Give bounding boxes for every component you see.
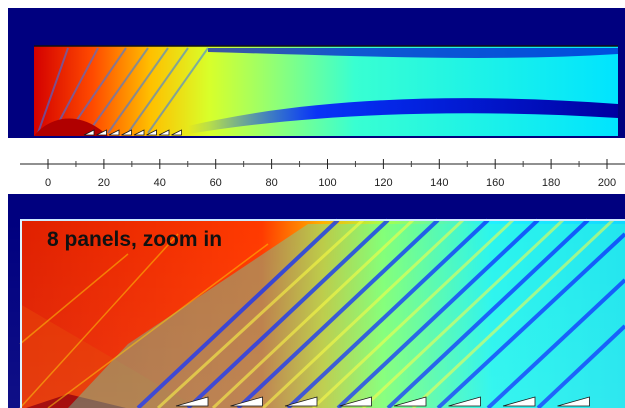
panel-marker: [339, 396, 372, 407]
axis-tick-label: 160: [486, 177, 504, 189]
axis-tick-label: 80: [265, 177, 277, 189]
panel-marker: [146, 129, 157, 136]
axis-tick-label: 40: [154, 177, 166, 189]
panel-marker: [83, 129, 95, 136]
top-field-region: [34, 46, 618, 136]
panel-marker: [284, 396, 318, 407]
panel-marker: [108, 129, 120, 136]
axis-tick-label: 140: [430, 177, 448, 189]
panel-marker: [175, 396, 209, 407]
annotation-label: 8 panels, zoom in: [47, 228, 223, 251]
axis-tick-label: 60: [210, 177, 222, 189]
axis-tick-label: 120: [374, 177, 392, 189]
axis-tick-label: 200: [598, 177, 616, 189]
panel-marker: [393, 396, 427, 407]
panel-marker: [557, 396, 590, 407]
panel-marker: [121, 129, 132, 136]
panel-marker: [96, 129, 107, 136]
panel-marker: [171, 129, 182, 136]
axis-tick-label: 0: [45, 177, 51, 189]
panel-marker: [502, 396, 536, 407]
distance-axis: 0 20 40 60 80 100 120 140 160 180 200: [20, 159, 625, 189]
panel-marker: [230, 396, 263, 407]
zoom-panel-markers: [175, 396, 590, 407]
panel-marker: [133, 129, 145, 136]
panel-marker: [448, 396, 481, 407]
panel-marker: [158, 129, 170, 136]
axis-tick-label: 20: [98, 177, 110, 189]
top-panel-markers: [83, 129, 182, 136]
axis-tick-label: 180: [542, 177, 560, 189]
simulation-zoom: [8, 194, 625, 408]
axis-tick-label: 100: [318, 177, 336, 189]
simulation-overview: [8, 8, 625, 138]
